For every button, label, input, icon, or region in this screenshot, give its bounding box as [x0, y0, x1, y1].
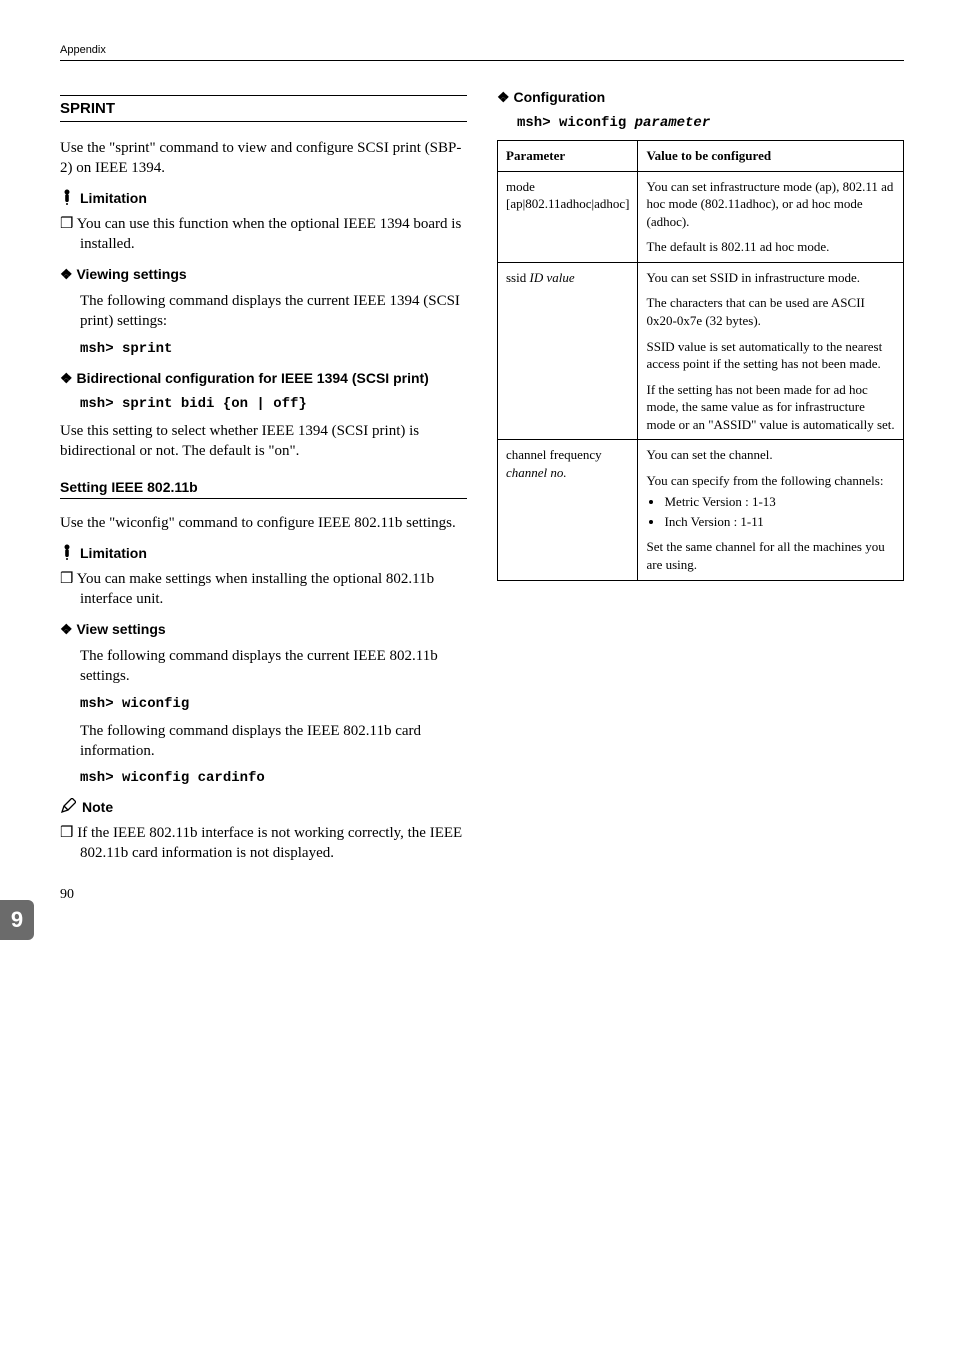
- note-heading: Note: [60, 798, 467, 817]
- table-row: ssid ID valueYou can set SSID in infrast…: [498, 262, 904, 439]
- page-number: 90: [60, 887, 74, 903]
- th-value: Value to be configured: [638, 141, 904, 172]
- limitation-heading-2: Limitation: [60, 544, 467, 563]
- table-cell-param: ssid ID value: [498, 262, 638, 439]
- param-table: Parameter Value to be configured mode[ap…: [497, 140, 904, 580]
- bidi-body: Use this setting to select whether IEEE …: [60, 421, 467, 462]
- sprint-intro: Use the "sprint" command to view and con…: [60, 138, 467, 179]
- table-row: mode[ap|802.11adhoc|adhoc]You can set in…: [498, 171, 904, 262]
- limitation-label-2: Limitation: [80, 545, 147, 561]
- limitation-label-1: Limitation: [80, 190, 147, 206]
- note-label: Note: [82, 799, 113, 815]
- viewing-settings-heading: Viewing settings: [60, 266, 467, 283]
- view-settings-body-1: The following command displays the curre…: [80, 646, 467, 687]
- view-settings-code-1: msh> wiconfig: [80, 695, 467, 713]
- sprint-title: SPRINT: [60, 95, 467, 122]
- limitation-heading-1: Limitation: [60, 189, 467, 208]
- viewing-settings-code: msh> sprint: [80, 340, 467, 358]
- view-settings-heading: View settings: [60, 621, 467, 638]
- table-cell-value: You can set infrastructure mode (ap), 80…: [638, 171, 904, 262]
- ieee-intro: Use the "wiconfig" command to configure …: [60, 513, 467, 533]
- view-settings-body-2: The following command displays the IEEE …: [80, 721, 467, 762]
- right-column: Configuration msh> wiconfig parameter Pa…: [497, 89, 904, 873]
- note-item: If the IEEE 802.11b interface is not wor…: [60, 823, 467, 864]
- viewing-settings-body: The following command displays the curre…: [80, 291, 467, 332]
- th-parameter: Parameter: [498, 141, 638, 172]
- limitation-icon: [60, 189, 74, 208]
- config-code-param: parameter: [635, 115, 711, 131]
- config-code-prefix: msh> wiconfig: [517, 115, 635, 131]
- note-icon: [60, 798, 76, 817]
- view-settings-code-2: msh> wiconfig cardinfo: [80, 769, 467, 787]
- table-cell-value: You can set the channel.You can specify …: [638, 440, 904, 580]
- sprint-limit-item: You can use this function when the optio…: [60, 214, 467, 255]
- bidi-heading: Bidirectional configuration for IEEE 139…: [60, 370, 467, 387]
- side-tab: 9: [0, 900, 34, 940]
- table-cell-param: mode[ap|802.11adhoc|adhoc]: [498, 171, 638, 262]
- table-row: channel frequencychannel no.You can set …: [498, 440, 904, 580]
- table-cell-param: channel frequencychannel no.: [498, 440, 638, 580]
- table-cell-value: You can set SSID in infrastructure mode.…: [638, 262, 904, 439]
- limitation-icon-2: [60, 544, 74, 563]
- ieee-title: Setting IEEE 802.11b: [60, 479, 467, 499]
- config-code: msh> wiconfig parameter: [517, 114, 904, 132]
- page-header: Appendix: [60, 44, 106, 56]
- left-column: SPRINT Use the "sprint" command to view …: [60, 89, 467, 873]
- config-heading: Configuration: [497, 89, 904, 106]
- bidi-code: msh> sprint bidi {on | off}: [80, 395, 467, 413]
- ieee-limit-item: You can make settings when installing th…: [60, 569, 467, 610]
